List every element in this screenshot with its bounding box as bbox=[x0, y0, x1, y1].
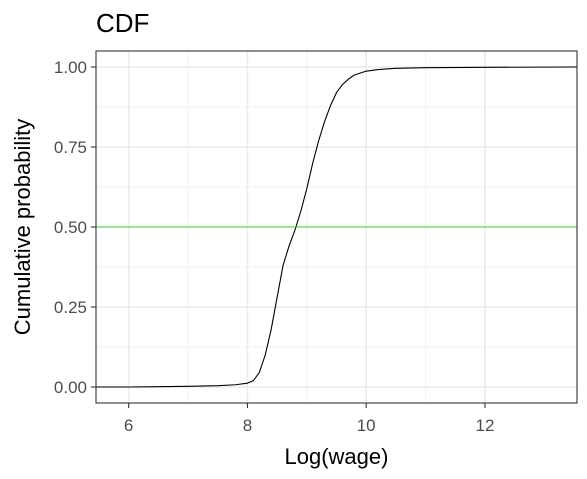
x-axis-label: Log(wage) bbox=[285, 444, 389, 469]
x-tick-label: 10 bbox=[357, 416, 376, 435]
cdf-line bbox=[96, 66, 578, 388]
plot-series bbox=[96, 66, 578, 388]
axes: 6 8 10 12 0.00 0.25 0.50 0.75 1.00 bbox=[54, 58, 495, 435]
y-tick-label: 0.00 bbox=[54, 378, 87, 397]
x-tick-label: 8 bbox=[243, 416, 252, 435]
y-axis-label: Cumulative probability bbox=[10, 119, 35, 335]
y-tick-label: 0.50 bbox=[54, 218, 87, 237]
y-tick-label: 0.75 bbox=[54, 138, 87, 157]
chart-title: CDF bbox=[96, 8, 149, 38]
x-tick-label: 12 bbox=[475, 416, 494, 435]
x-tick-label: 6 bbox=[124, 416, 133, 435]
y-tick-label: 0.25 bbox=[54, 298, 87, 317]
y-tick-label: 1.00 bbox=[54, 58, 87, 77]
